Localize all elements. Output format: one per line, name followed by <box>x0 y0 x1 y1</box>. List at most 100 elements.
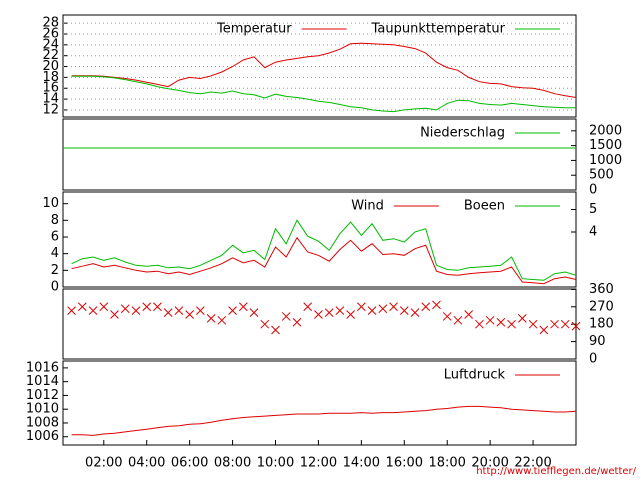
direction-marker <box>528 319 538 329</box>
direction-marker <box>464 310 474 319</box>
direction-marker <box>260 319 270 329</box>
x-tick-label: 12:00 <box>300 456 337 471</box>
direction-marker <box>99 302 109 312</box>
x-tick-label: 20:00 <box>471 456 508 471</box>
series-line <box>71 42 577 98</box>
y-tick-label: 28 <box>42 16 59 31</box>
y2-tick-label: 90 <box>589 334 606 349</box>
legend-label: Temperatur <box>216 22 292 37</box>
x-tick-label: 06:00 <box>171 456 208 471</box>
direction-marker <box>324 308 334 317</box>
direction-marker <box>453 315 463 325</box>
y-tick-label: 6 <box>51 230 59 245</box>
direction-marker <box>206 314 216 323</box>
y-tick-label: 18 <box>42 70 59 85</box>
watermark: http://www.tiefflegen.de/wetter/ <box>476 466 636 477</box>
direction-marker <box>131 306 141 316</box>
direction-marker <box>399 306 409 316</box>
panel-frame <box>62 14 577 118</box>
y-tick-label: 24 <box>42 37 59 52</box>
x-tick-label: 04:00 <box>128 456 165 471</box>
series-line <box>71 75 576 113</box>
direction-marker <box>88 306 98 316</box>
direction-marker <box>271 325 280 335</box>
direction-marker <box>335 306 345 316</box>
direction-marker <box>120 304 130 314</box>
legend-label: Boeen <box>464 199 505 214</box>
y2-tick-label: 1000 <box>589 153 622 168</box>
direction-marker <box>496 317 506 327</box>
direction-marker <box>357 302 366 312</box>
y-tick-label: 22 <box>42 48 59 63</box>
x-tick-label: 16:00 <box>386 456 423 471</box>
legend-label: Niederschlag <box>420 126 505 141</box>
y-tick-label: 1008 <box>26 415 59 430</box>
direction-marker <box>539 325 549 335</box>
y2-tick-label: 270 <box>589 299 614 314</box>
legend-label: Luftdruck <box>444 368 506 383</box>
direction-marker <box>77 302 87 312</box>
direction-marker <box>560 319 570 329</box>
y-tick-label: 4 <box>51 246 59 261</box>
direction-marker <box>153 302 162 312</box>
direction-marker <box>378 304 388 314</box>
legend-label: Taupunkttemperatur <box>371 22 506 37</box>
direction-marker <box>507 319 516 329</box>
series-line <box>71 236 577 285</box>
direction-marker <box>421 302 431 312</box>
direction-marker <box>228 306 237 316</box>
direction-marker <box>432 300 441 310</box>
y-tick-label: 1006 <box>26 429 59 444</box>
direction-marker <box>163 308 173 317</box>
x-tick-label: 08:00 <box>214 456 251 471</box>
y2-tick-label: 0 <box>589 183 597 198</box>
direction-marker <box>185 310 194 319</box>
y-tick-label: 2 <box>51 263 59 278</box>
x-tick-label: 14:00 <box>343 456 380 471</box>
y-tick-label: 1014 <box>26 374 59 389</box>
direction-marker <box>281 312 291 321</box>
direction-marker <box>442 312 452 321</box>
x-tick-label: 22:00 <box>514 456 551 471</box>
direction-marker <box>410 308 420 317</box>
y2-tick-label: 4 <box>589 225 597 240</box>
direction-marker <box>303 302 313 312</box>
direction-marker <box>238 302 248 312</box>
y-tick-label: 1012 <box>26 388 59 403</box>
y2-tick-label: 1500 <box>589 138 622 153</box>
panel-frame <box>62 360 577 446</box>
direction-marker <box>346 310 355 319</box>
direction-marker <box>367 306 377 316</box>
direction-marker <box>217 315 227 325</box>
direction-marker <box>475 319 484 329</box>
y2-tick-label: 500 <box>589 168 614 183</box>
series-line <box>71 405 577 436</box>
y-tick-label: 14 <box>42 92 59 107</box>
y-tick-label: 1016 <box>26 360 59 375</box>
direction-marker <box>314 310 323 319</box>
direction-marker <box>196 306 205 316</box>
direction-marker <box>174 306 184 316</box>
direction-marker <box>571 321 581 331</box>
y-tick-label: 16 <box>42 81 59 96</box>
series-line <box>71 219 577 281</box>
direction-marker <box>517 314 527 323</box>
y2-tick-label: 180 <box>589 317 614 332</box>
direction-marker <box>389 302 398 312</box>
y-tick-label: 26 <box>42 26 59 41</box>
legend-label: Wind <box>351 199 384 214</box>
y2-tick-label: 0 <box>589 352 597 367</box>
y-tick-label: 1010 <box>26 402 59 417</box>
panel-frame <box>62 191 577 288</box>
x-tick-label: 18:00 <box>428 456 465 471</box>
direction-marker <box>67 306 76 316</box>
direction-marker <box>142 302 152 312</box>
y-tick-label: 12 <box>42 102 59 117</box>
x-tick-label: 10:00 <box>257 456 294 471</box>
y2-tick-label: 2000 <box>589 123 622 138</box>
y-tick-label: 20 <box>42 59 59 74</box>
y-tick-label: 8 <box>51 213 59 228</box>
y2-tick-label: 5 <box>589 202 597 217</box>
